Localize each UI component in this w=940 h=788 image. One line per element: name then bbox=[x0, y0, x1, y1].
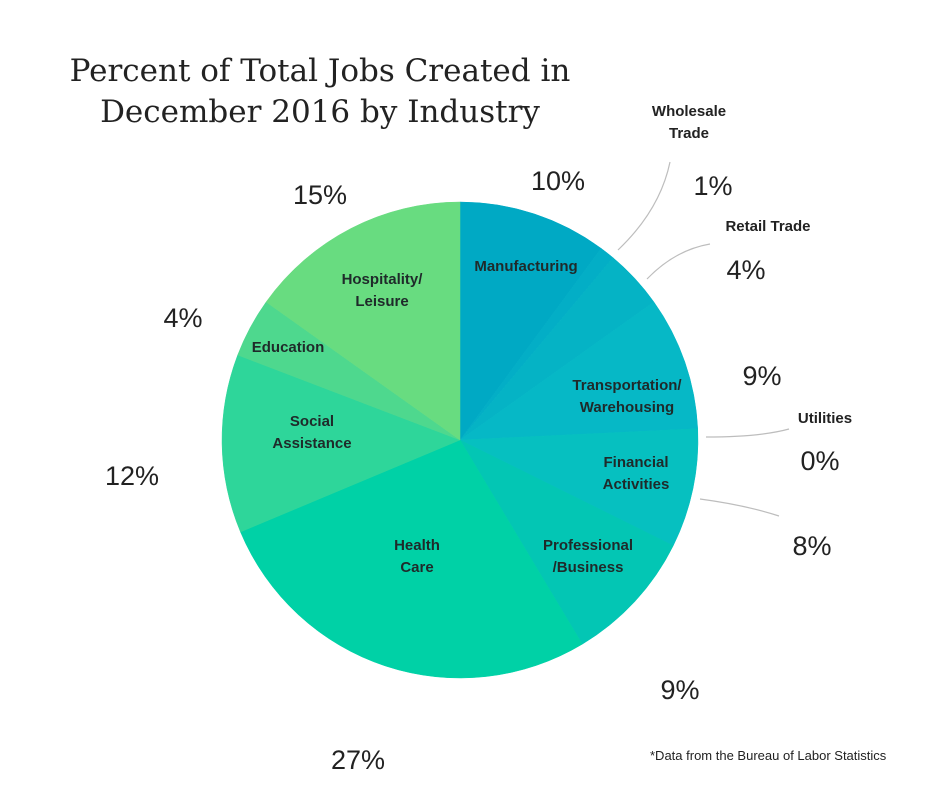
slice-label: Transportation/Warehousing bbox=[572, 377, 682, 416]
chart-title-line-2: December 2016 by Industry bbox=[100, 94, 540, 130]
pie-slice-manufacturing bbox=[459, 201, 602, 441]
percent-label: 9% bbox=[742, 361, 781, 391]
percent-label: 8% bbox=[792, 531, 831, 561]
pie-slice-professional-business bbox=[459, 439, 674, 645]
slice-label: Utilities bbox=[798, 410, 852, 427]
percent-label: 1% bbox=[693, 171, 732, 201]
pie-slice-transportation-warehousing bbox=[459, 301, 698, 441]
percent-label: 0% bbox=[800, 446, 839, 476]
percent-label: 4% bbox=[726, 255, 765, 285]
percent-label: 27% bbox=[331, 745, 385, 775]
leader-line bbox=[699, 498, 780, 517]
percent-label: 12% bbox=[105, 461, 159, 491]
percent-label: 4% bbox=[163, 303, 202, 333]
slice-label: Retail Trade bbox=[725, 218, 810, 235]
pie-slice-financial-activities bbox=[459, 428, 699, 547]
percent-label: 15% bbox=[293, 180, 347, 210]
slice-label: Wholesale Trade bbox=[652, 103, 726, 142]
pie-slice-health-care bbox=[240, 439, 583, 679]
leader-line bbox=[617, 161, 671, 251]
slice-label: Health Care bbox=[394, 537, 440, 576]
slice-label: Social Assistance bbox=[272, 413, 351, 452]
leader-line bbox=[646, 243, 711, 280]
slice-label: Hospitality/Leisure bbox=[342, 271, 424, 310]
pie-slice-social-assistance bbox=[221, 354, 461, 533]
slice-label: Manufacturing bbox=[474, 258, 577, 275]
source-footnote: *Data from the Bureau of Labor Statistic… bbox=[650, 748, 887, 763]
slice-label: Education bbox=[252, 339, 325, 356]
chart-title-line-1: Percent of Total Jobs Created in bbox=[69, 53, 571, 89]
pie-slice-hospitality-leisure bbox=[265, 201, 461, 441]
leader-line bbox=[705, 428, 790, 438]
percent-label: 10% bbox=[531, 166, 585, 196]
percent-label: 9% bbox=[660, 675, 699, 705]
slice-label: Professional/Business bbox=[543, 537, 633, 576]
slice-label: Financial Activities bbox=[603, 454, 670, 493]
